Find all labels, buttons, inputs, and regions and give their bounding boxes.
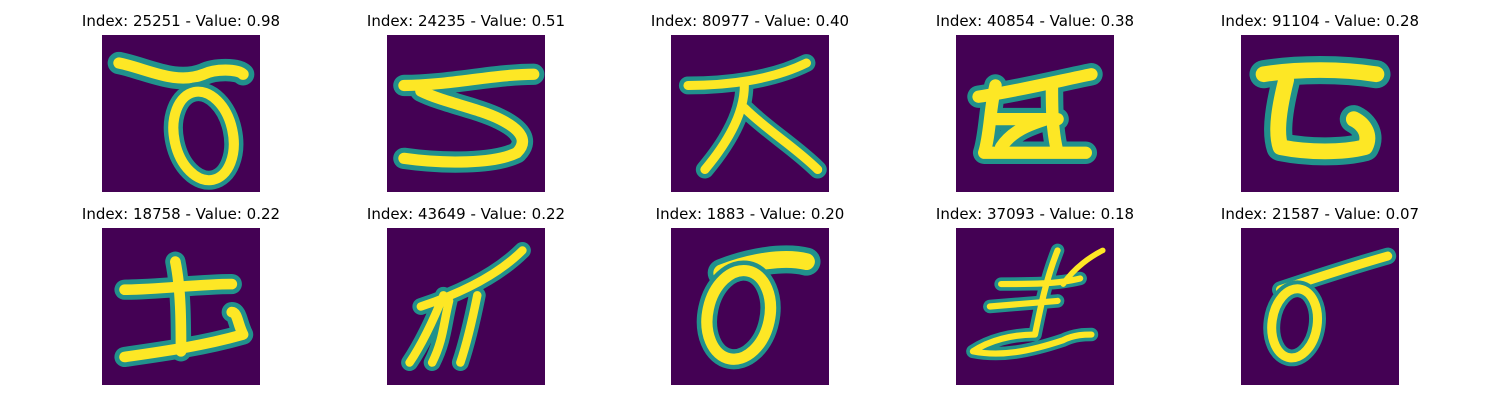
character-image bbox=[671, 228, 829, 385]
handwritten-glyph bbox=[1263, 247, 1397, 367]
character-image bbox=[387, 35, 545, 192]
handwritten-glyph bbox=[696, 245, 821, 370]
handwritten-glyph bbox=[114, 251, 254, 368]
panel-10: Index: 21587 - Value: 0.07 bbox=[1221, 205, 1419, 385]
panel-title: Index: 21587 - Value: 0.07 bbox=[1220, 205, 1420, 223]
character-image bbox=[387, 228, 545, 385]
character-image bbox=[102, 35, 260, 192]
panel-title: Index: 1883 - Value: 0.20 bbox=[655, 205, 845, 223]
handwritten-glyph bbox=[966, 243, 1106, 361]
character-image bbox=[102, 228, 260, 385]
panel-4: Index: 40854 - Value: 0.38 bbox=[936, 12, 1134, 192]
handwritten-glyph bbox=[678, 54, 827, 179]
panel-title: Index: 25251 - Value: 0.98 bbox=[81, 12, 281, 30]
panel-1: Index: 25251 - Value: 0.98 bbox=[82, 12, 280, 192]
character-image bbox=[1241, 35, 1399, 192]
handwritten-glyph bbox=[1249, 56, 1391, 166]
character-image bbox=[956, 35, 1114, 192]
panel-title: Index: 40854 - Value: 0.38 bbox=[935, 12, 1135, 30]
character-image bbox=[1241, 228, 1399, 385]
panel-9: Index: 37093 - Value: 0.18 bbox=[936, 205, 1134, 385]
panel-title: Index: 91104 - Value: 0.28 bbox=[1220, 12, 1420, 30]
panel-8: Index: 1883 - Value: 0.20 bbox=[656, 205, 844, 385]
handwritten-glyph bbox=[401, 242, 531, 371]
panel-5: Index: 91104 - Value: 0.28 bbox=[1221, 12, 1419, 192]
panel-title: Index: 43649 - Value: 0.22 bbox=[366, 205, 566, 223]
panel-3: Index: 80977 - Value: 0.40 bbox=[651, 12, 849, 192]
panel-title: Index: 80977 - Value: 0.40 bbox=[650, 12, 850, 30]
panel-title: Index: 37093 - Value: 0.18 bbox=[935, 205, 1135, 223]
handwritten-glyph bbox=[393, 63, 545, 173]
character-image bbox=[671, 35, 829, 192]
panel-6: Index: 18758 - Value: 0.22 bbox=[82, 205, 280, 385]
handwritten-glyph bbox=[967, 63, 1103, 164]
panel-7: Index: 43649 - Value: 0.22 bbox=[367, 205, 565, 385]
panel-title: Index: 18758 - Value: 0.22 bbox=[81, 205, 281, 223]
panel-title: Index: 24235 - Value: 0.51 bbox=[366, 12, 566, 30]
character-image bbox=[956, 228, 1114, 385]
handwritten-glyph bbox=[107, 51, 255, 190]
panel-2: Index: 24235 - Value: 0.51 bbox=[367, 12, 565, 192]
